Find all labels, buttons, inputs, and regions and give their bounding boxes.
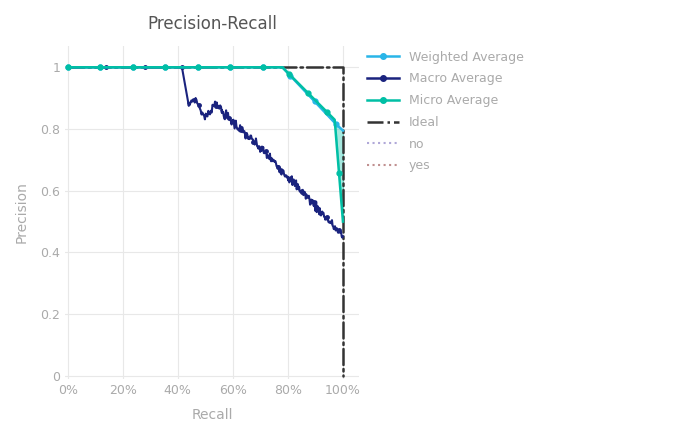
Ideal <box>339 373 347 378</box>
Line: Ideal: Ideal <box>68 67 343 376</box>
Ideal <box>64 65 72 70</box>
Y-axis label: Precision: Precision <box>15 181 29 243</box>
Legend: Weighted Average, Macro Average, Micro Average, Ideal, no, yes: Weighted Average, Macro Average, Micro A… <box>363 46 528 177</box>
Title: Precision-Recall: Precision-Recall <box>147 15 277 33</box>
X-axis label: Recall: Recall <box>192 408 233 422</box>
Ideal <box>339 65 347 70</box>
